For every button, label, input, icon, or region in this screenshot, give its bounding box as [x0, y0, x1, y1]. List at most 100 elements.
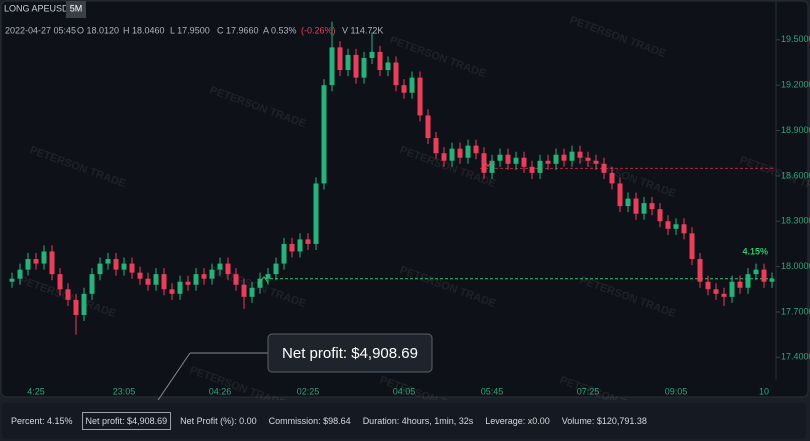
- y-tick-label: 19.2000: [781, 80, 810, 90]
- candle-body: [289, 243, 295, 252]
- candle-body: [73, 299, 79, 315]
- candle-body: [489, 160, 495, 173]
- candle-body: [249, 287, 255, 297]
- buy-marker: [257, 276, 269, 285]
- candle-body: [617, 183, 623, 207]
- candle-body: [201, 274, 207, 279]
- chart-panel: [0, 0, 809, 398]
- stats-bar: Percent: 4.15% Net profit: $4,908.69 Net P…: [2, 403, 806, 439]
- candle-body: [225, 263, 231, 275]
- candle-body: [729, 281, 735, 297]
- candle-body: [297, 239, 303, 252]
- candle-body: [337, 47, 343, 71]
- candle-body: [145, 278, 151, 285]
- candle-body: [721, 293, 727, 297]
- candle-body: [49, 251, 55, 275]
- candle-body: [305, 239, 311, 244]
- y-tick-label: 17.7000: [781, 306, 810, 316]
- x-tick-label: 04:26: [209, 386, 232, 396]
- y-tick-label: 18.0000: [781, 261, 810, 271]
- info-volume: V 114.72K: [342, 25, 383, 35]
- candle-body: [745, 274, 751, 288]
- candle-body: [361, 57, 367, 78]
- interval[interactable]: 5M: [70, 3, 83, 13]
- interval-bg: [66, 1, 86, 18]
- tooltip-text: Net profit: $4,908.69: [282, 345, 418, 362]
- candle-body: [161, 274, 167, 290]
- info-high: H 18.0460: [123, 25, 165, 35]
- candle-body: [609, 172, 615, 184]
- candle-body: [409, 77, 415, 93]
- stat: Net profit: $4,908.69: [81, 412, 172, 430]
- candle-body: [681, 224, 687, 234]
- candle-body: [553, 154, 559, 164]
- chart: LONG APEUSDT 5M 2022-04-27 05:45 O 18.01…: [0, 0, 810, 400]
- candle-body: [705, 281, 711, 290]
- stat: Net Profit (%): 0.00: [180, 416, 257, 426]
- x-tick-label: 10: [759, 386, 769, 396]
- candle-body: [585, 157, 591, 161]
- y-tick-label: 18.9000: [781, 125, 810, 135]
- candle-body: [313, 183, 319, 244]
- candle-body: [673, 224, 679, 229]
- x-tick-label: 4:25: [27, 386, 45, 396]
- info-close: C 17.9660: [217, 25, 259, 35]
- candle-body: [185, 281, 191, 285]
- candle-body: [665, 221, 671, 229]
- candle-body: [457, 148, 463, 158]
- candle-body: [81, 293, 87, 315]
- candle-body: [569, 151, 575, 161]
- profit-label: 4.15%: [742, 246, 768, 256]
- candle-body: [393, 62, 399, 86]
- candle-body: [121, 263, 127, 270]
- info-row: 2022-04-27 05:45 O 18.0120 H 18.0460 L 1…: [5, 25, 383, 35]
- candle-body: [689, 233, 695, 260]
- pair: LONG APEUSDT: [4, 3, 75, 13]
- candle-body: [25, 259, 31, 270]
- y-tick-label: 18.3000: [781, 216, 810, 226]
- x-tick-label: 02:25: [297, 386, 320, 396]
- candle-body: [209, 269, 215, 279]
- y-tick-label: 17.4000: [781, 352, 810, 362]
- candle-body: [17, 269, 23, 279]
- candle-body: [41, 251, 47, 264]
- y-tick-label: 19.5000: [781, 34, 810, 44]
- candle-body: [265, 274, 271, 279]
- candle-body: [441, 153, 447, 161]
- candle-body: [329, 47, 335, 86]
- sell-marker: [483, 160, 493, 168]
- candle-body: [425, 115, 431, 139]
- candle-body: [577, 151, 583, 158]
- candle-body: [561, 154, 567, 161]
- candle-body: [33, 259, 39, 264]
- x-tick-label: 23:05: [113, 386, 136, 396]
- x-tick-label: 09:05: [665, 386, 688, 396]
- candle-body: [281, 243, 287, 264]
- candle-body: [273, 263, 279, 275]
- stat: Leverage: x0.00: [485, 416, 550, 426]
- candle-body: [65, 289, 71, 300]
- candle-body: [521, 157, 527, 167]
- candle-body: [481, 153, 487, 173]
- candle-body: [649, 203, 655, 210]
- x-tick-label: 05:45: [481, 386, 504, 396]
- candle-body: [761, 269, 767, 282]
- candle-body: [353, 54, 359, 78]
- tooltip-box: [267, 333, 433, 373]
- candle-body: [129, 263, 135, 273]
- candle-body: [377, 51, 383, 71]
- candle-body: [97, 263, 103, 275]
- candle-body: [321, 85, 327, 184]
- candle-body: [657, 209, 663, 222]
- candle-body: [433, 138, 439, 154]
- candle-body: [465, 145, 471, 158]
- plot: 17.4000 17.7000 18.0000 18.3000 18.6000 18.90…: [9, 21, 810, 396]
- info-open: O 18.0120: [77, 25, 119, 35]
- candle-body: [89, 274, 95, 294]
- candle-body: [417, 77, 423, 116]
- info-time: 2022-04-27 05:45: [5, 25, 76, 35]
- candle-body: [529, 166, 535, 173]
- info-amplitude: A 0.53%: [263, 25, 297, 35]
- tooltip-connector: [157, 352, 191, 400]
